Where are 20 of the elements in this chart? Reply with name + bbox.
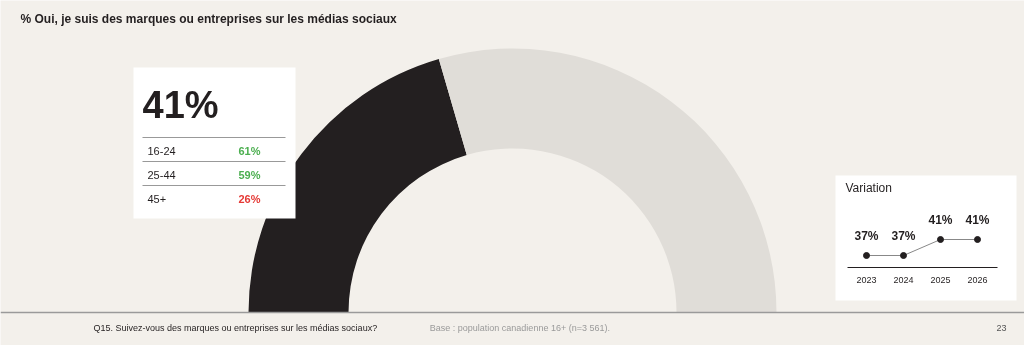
x-tick-label: 2023	[856, 274, 877, 285]
data-label: 41%	[928, 212, 953, 227]
chart-title: % Oui, je suis des marques ou entreprises sur les médias sociaux	[20, 11, 397, 26]
text: 23	[996, 322, 1007, 333]
text: 26%	[238, 192, 261, 205]
x-tick-label: 2024	[893, 274, 914, 285]
text: 25-44	[147, 168, 176, 181]
text: 45+	[147, 192, 167, 205]
x-tick-label: 2025	[930, 274, 951, 285]
text: Base : population canadienne 16+ (n=3 561).	[429, 322, 610, 333]
text: Q15. Suivez-vous des marques ou entreprises sur les médias sociaux?	[93, 322, 378, 333]
data-label: 37%	[891, 228, 916, 243]
chart-title: Variation	[845, 180, 892, 195]
text: 16-24	[147, 144, 176, 157]
data-label: 41%	[965, 212, 990, 227]
text: 59%	[238, 168, 261, 181]
text: 41%	[142, 83, 219, 126]
text: 61%	[238, 144, 261, 157]
x-tick-label: 2026	[967, 274, 988, 285]
data-label: 37%	[854, 228, 879, 243]
